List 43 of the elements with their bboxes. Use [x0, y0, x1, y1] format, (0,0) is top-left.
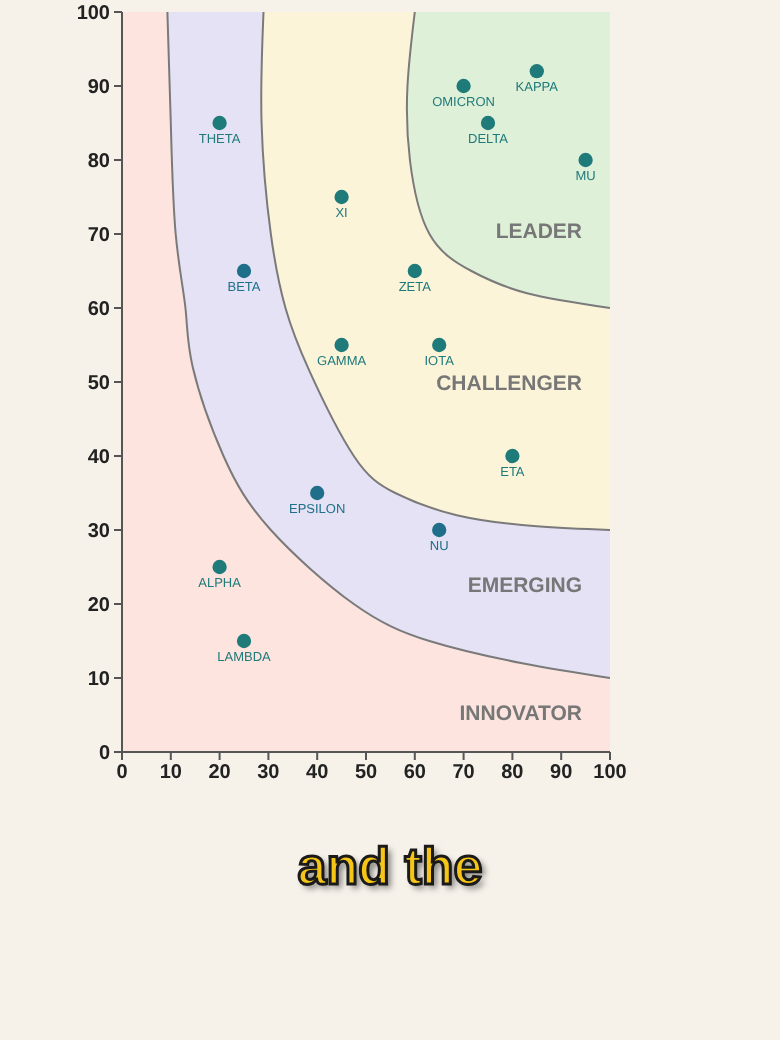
y-tick-label: 0	[98, 743, 111, 766]
y-tick-label: 80	[87, 151, 111, 174]
point	[456, 78, 471, 94]
point	[432, 337, 447, 353]
point	[236, 633, 252, 649]
point	[212, 559, 227, 575]
point	[432, 522, 447, 538]
point	[578, 152, 593, 168]
y-tick-label: 30	[87, 521, 111, 544]
y-tick-label: 10	[87, 669, 111, 692]
y-tick-label: 70	[87, 225, 111, 248]
point	[505, 448, 520, 464]
annotation: LEADER	[495, 220, 582, 244]
point	[334, 189, 349, 205]
point	[480, 115, 496, 131]
x-tick-label: 0	[116, 762, 129, 785]
x-tick-label: 80	[501, 762, 525, 785]
x-tick-label: 60	[403, 762, 427, 785]
annotation: CHALLENGER	[436, 372, 582, 396]
point	[236, 263, 252, 279]
y-tick-label: 90	[87, 77, 111, 100]
y-tick-label: 20	[87, 595, 111, 618]
x-tick-label: 90	[550, 762, 574, 785]
text: and the	[295, 836, 485, 898]
x-tick-label: 20	[208, 762, 232, 785]
point	[212, 115, 227, 131]
line-series	[166, 12, 610, 679]
x-tick-label: 40	[306, 762, 330, 785]
y-tick-label: 50	[87, 373, 111, 396]
annotation: INNOVATOR	[459, 702, 582, 726]
y-tick-label: 100	[76, 3, 111, 26]
y-tick-label: 60	[87, 299, 111, 322]
x-tick-label: 100	[593, 762, 628, 785]
point	[334, 337, 349, 353]
x-tick-label: 70	[452, 762, 476, 785]
point	[407, 263, 422, 279]
annotation: EMERGING	[467, 574, 582, 598]
x-tick-label: 10	[159, 762, 183, 785]
point	[310, 485, 325, 501]
x-tick-label: 50	[354, 762, 378, 785]
point	[529, 64, 544, 79]
x-tick-label: 30	[257, 762, 281, 785]
y-tick-label: 40	[87, 447, 111, 470]
